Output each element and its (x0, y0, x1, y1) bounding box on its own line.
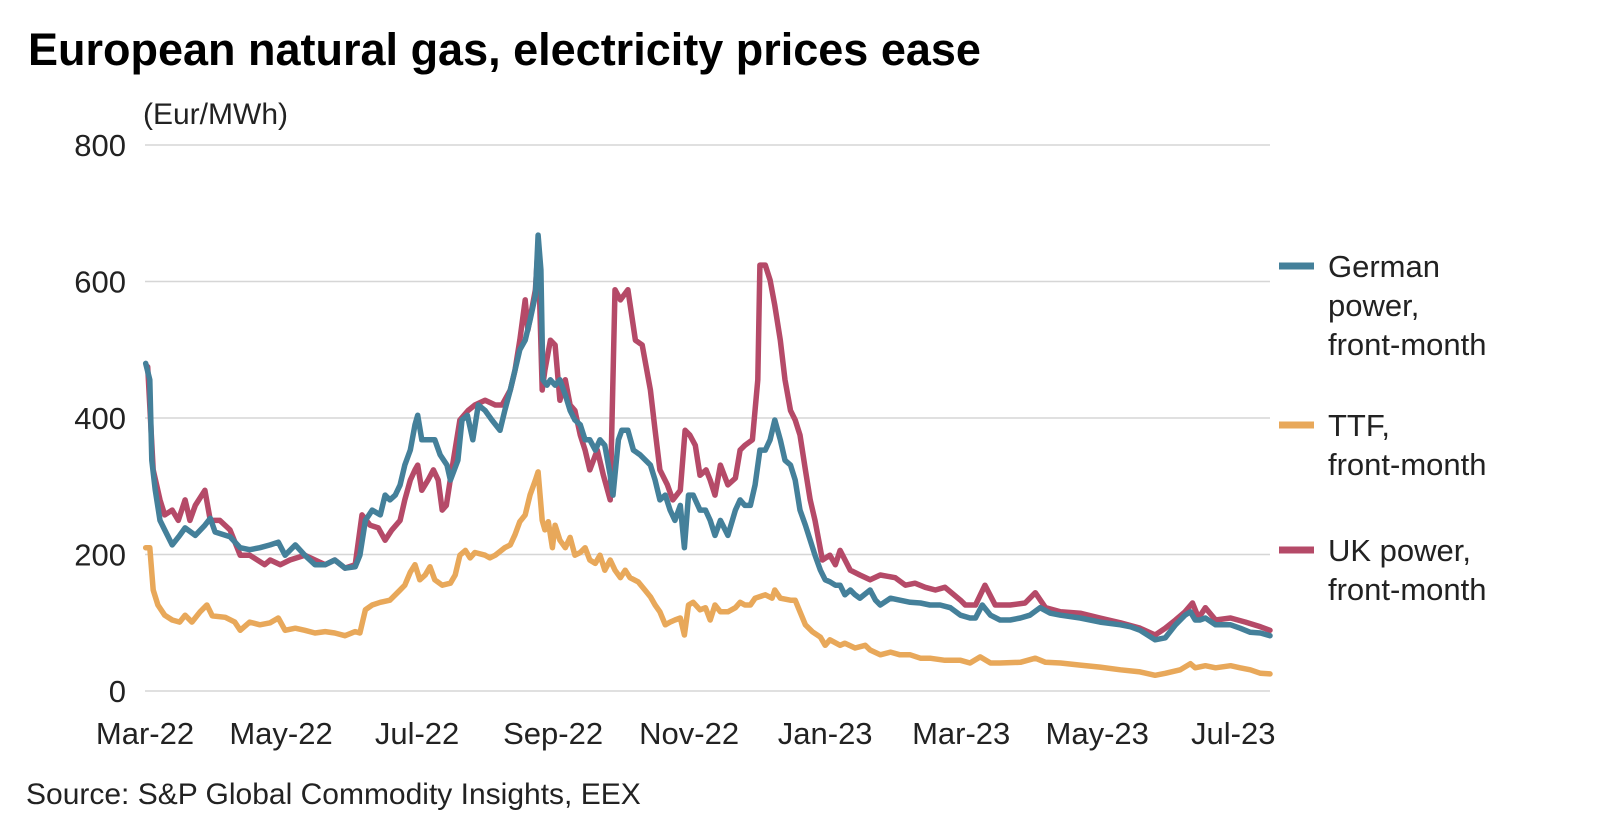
y-tick-label: 600 (74, 265, 126, 300)
x-axis-ticks: Mar-22 May-22 Jul-22 Sep-22 Nov-22 Jan-23 Mar-… (96, 716, 1276, 751)
x-tick-label: Sep-22 (503, 716, 603, 751)
series-line-uk-power-front-month (144, 242, 1273, 638)
legend-item: German power, front-month (1279, 249, 1487, 362)
x-tick-label: May-23 (1046, 716, 1149, 751)
legend-label: TTF, (1328, 408, 1390, 443)
x-tick-label: Jul-22 (375, 716, 459, 751)
legend-item: TTF, front-month (1279, 408, 1487, 482)
y-axis-ticks: 0 200 400 600 800 (74, 128, 126, 709)
x-tick-label: Mar-23 (912, 716, 1010, 751)
source-note: Source: S&P Global Commodity Insights, E… (26, 778, 641, 811)
legend-label: front-month (1328, 447, 1487, 482)
chart-title: European natural gas, electricity prices… (28, 24, 981, 75)
legend-label: power, (1328, 288, 1419, 323)
x-tick-label: Nov-22 (639, 716, 739, 751)
y-tick-label: 400 (74, 401, 126, 436)
legend-item: UK power, front-month (1279, 533, 1487, 607)
y-tick-label: 0 (109, 674, 126, 709)
series-lines (142, 232, 1273, 679)
series-line-german-power-front-month (142, 232, 1273, 643)
x-tick-label: Mar-22 (96, 716, 194, 751)
y-tick-label: 800 (74, 128, 126, 163)
x-tick-label: May-22 (229, 716, 332, 751)
legend-label: front-month (1328, 572, 1487, 607)
legend: Germanpower,front-monthTTF,front-monthUK… (1279, 249, 1487, 607)
y-axis-unit-label: (Eur/MWh) (143, 98, 288, 131)
y-tick-label: 200 (74, 538, 126, 573)
x-tick-label: Jul-23 (1191, 716, 1275, 751)
legend-label: front-month (1328, 327, 1487, 362)
series-line-ttf-front-month (142, 469, 1273, 679)
gridlines (145, 144, 1270, 692)
legend-label: German (1328, 249, 1440, 284)
x-tick-label: Jan-23 (778, 716, 873, 751)
legend-label: UK power, (1328, 533, 1471, 568)
